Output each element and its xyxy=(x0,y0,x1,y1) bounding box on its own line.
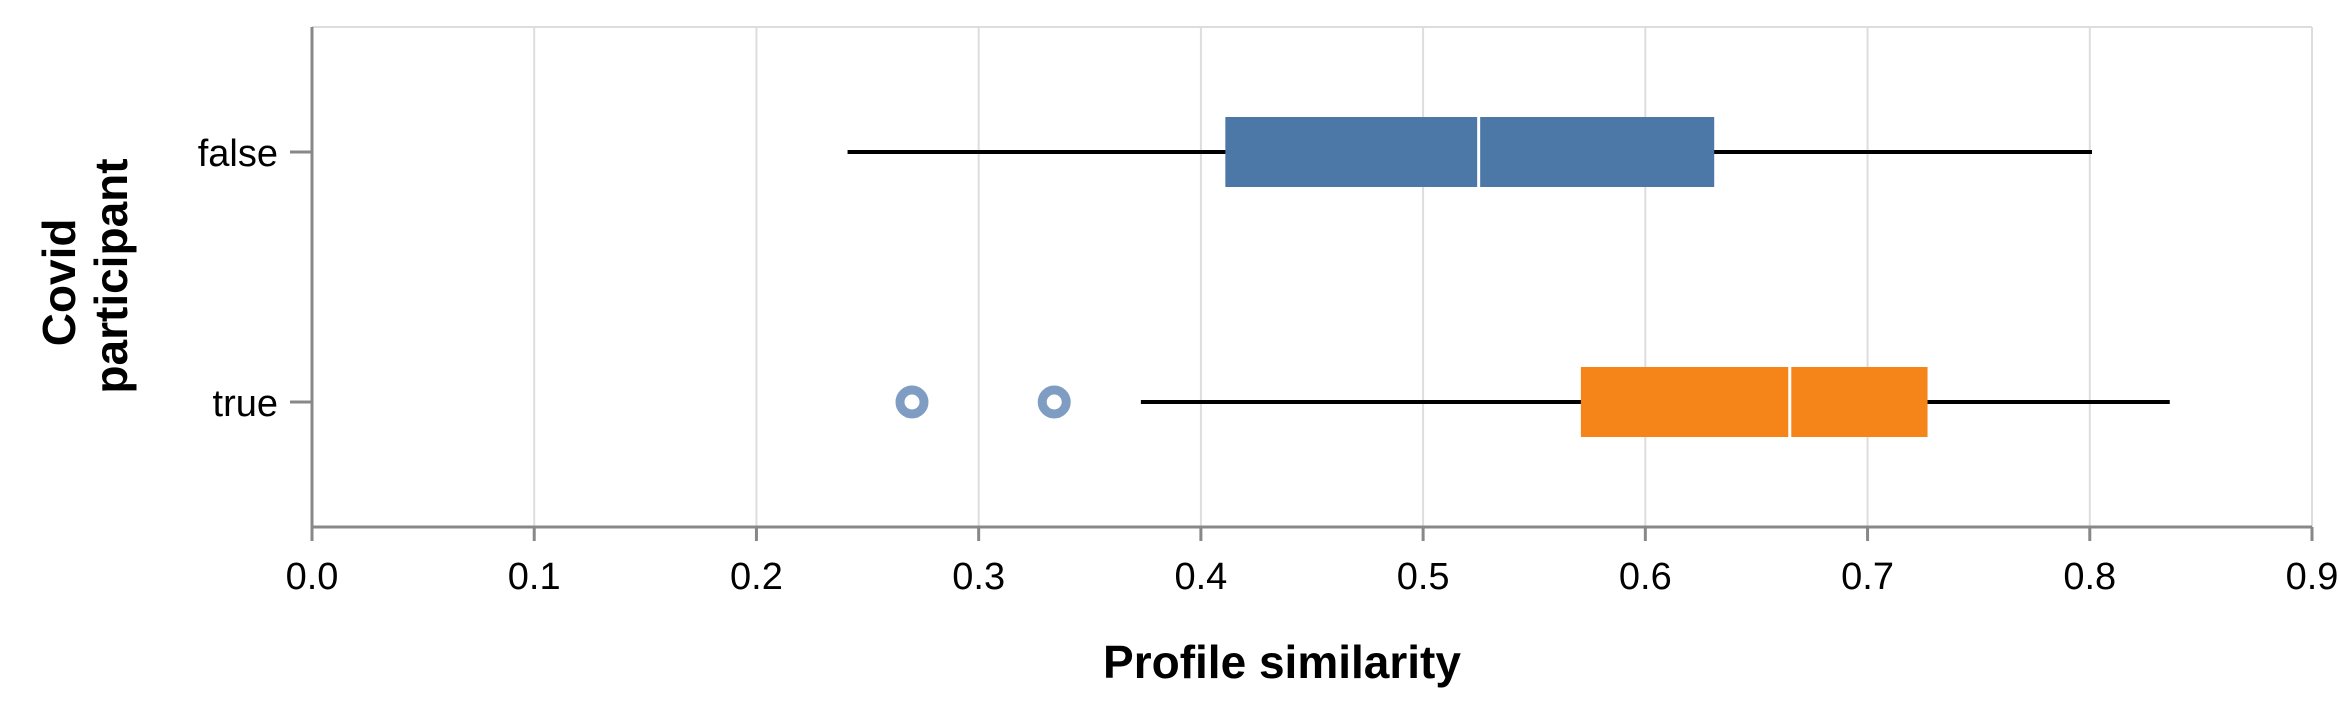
box-true xyxy=(1580,367,1928,437)
x-tick-label: 0.0 xyxy=(286,556,339,598)
box-series xyxy=(847,117,2170,437)
x-axis: 0.0 0.1 0.2 0.3 0.4 0.5 0.6 0.7 0.8 0.9 xyxy=(286,525,2339,598)
x-tick-label: 0.8 xyxy=(2063,556,2116,598)
y-axis-title-line-2: participant xyxy=(85,158,137,393)
x-tick-label: 0.7 xyxy=(1841,556,1894,598)
x-tick-label: 0.6 xyxy=(1619,556,1672,598)
outlier-point-true xyxy=(895,385,929,419)
box-group-false xyxy=(847,117,2092,187)
y-axis-title-line-1: Covid xyxy=(33,219,85,347)
x-tick-label: 0.2 xyxy=(730,556,783,598)
x-tick-label: 0.4 xyxy=(1174,556,1227,598)
y-axis-title: Covid participant xyxy=(33,158,137,393)
y-tick-label-false: false xyxy=(198,133,278,175)
x-axis-title: Profile similarity xyxy=(1103,636,1461,688)
box-false xyxy=(1225,117,1715,187)
outlier-point-true xyxy=(1037,385,1071,419)
grid-lines xyxy=(311,27,2313,527)
x-tick-label: 0.5 xyxy=(1397,556,1450,598)
y-tick-label-true: true xyxy=(213,383,278,425)
x-tick-label: 0.3 xyxy=(952,556,1005,598)
x-tick-label: 0.9 xyxy=(2286,556,2339,598)
x-tick-label: 0.1 xyxy=(508,556,561,598)
plot-frame xyxy=(312,26,2313,527)
y-axis: false true xyxy=(198,27,314,527)
box-group-true xyxy=(895,367,2170,437)
